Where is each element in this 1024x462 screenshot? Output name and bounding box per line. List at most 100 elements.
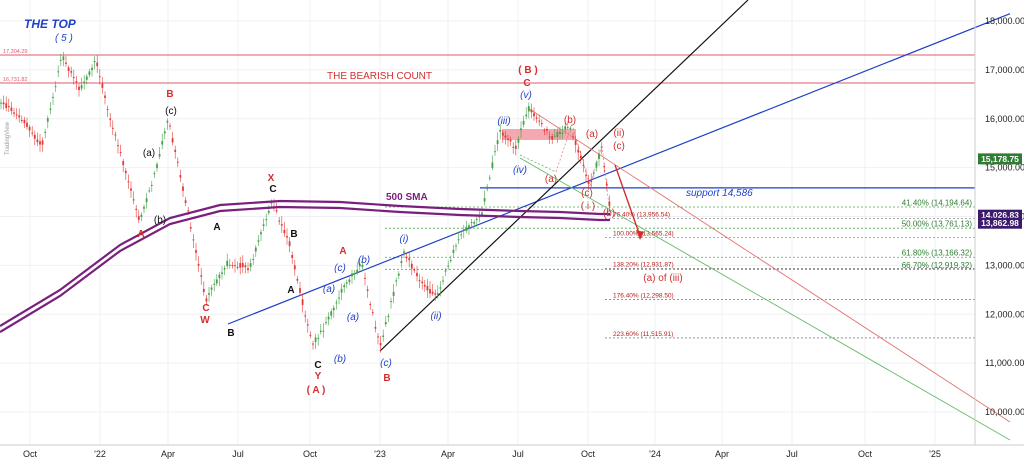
wave-label: B	[166, 89, 173, 100]
candle-body	[452, 249, 455, 253]
candle-body	[78, 86, 80, 91]
candle-body	[166, 120, 169, 123]
candle-body	[306, 324, 309, 326]
fib-red-label: 100.00% (13,565.24)	[613, 231, 674, 238]
candle-body	[343, 285, 346, 288]
price-badge-label: 15,178.75	[981, 154, 1019, 164]
candle-body	[540, 122, 543, 125]
wave-label: (b)	[358, 255, 370, 266]
candle-body	[426, 285, 429, 291]
candle-body	[366, 289, 369, 291]
price-badge	[978, 153, 1022, 165]
candle-body	[369, 303, 372, 305]
wave-label: A	[137, 229, 144, 240]
chart-title: THE TOP	[24, 17, 77, 31]
y-tick-label: 16,000.00	[985, 114, 1024, 124]
candle-body	[122, 161, 125, 166]
wave-label: C	[523, 78, 530, 89]
candle-body	[31, 132, 34, 134]
candle-body	[392, 291, 395, 297]
candle-body	[28, 126, 31, 131]
y-tick-label: 10,000.00	[985, 407, 1024, 417]
candle-body	[5, 103, 8, 109]
candle-body	[382, 335, 385, 338]
candle-body	[462, 229, 465, 231]
candle-body	[400, 261, 403, 264]
candle-body	[304, 315, 307, 317]
fib-red-label: 176.40% (12,298.50)	[613, 293, 674, 300]
wave-label: (c)	[165, 106, 177, 117]
candle-body	[410, 263, 413, 269]
x-tick-label: Oct	[858, 449, 873, 459]
candle-body	[213, 283, 216, 285]
candle-body	[239, 263, 242, 268]
candle-body	[556, 131, 559, 137]
candle-body	[561, 132, 564, 134]
candle-body	[117, 145, 119, 147]
candle-body	[488, 177, 491, 179]
candle-body	[158, 154, 161, 157]
candle-body	[517, 138, 520, 143]
candle-body	[98, 76, 101, 78]
candle-body	[234, 265, 236, 267]
candle-body	[566, 127, 569, 129]
candle-body	[491, 162, 494, 168]
wave-label: (iv)	[513, 165, 527, 176]
x-tick-label: '23	[374, 449, 386, 459]
candle-body	[548, 136, 551, 138]
candle-body	[52, 96, 54, 98]
candle-body	[449, 259, 452, 261]
wave-label: (c)	[334, 263, 346, 274]
candle-body	[54, 86, 57, 88]
wave-label: (iii)	[497, 116, 510, 127]
price-candles	[0, 51, 611, 353]
candle-body	[270, 202, 273, 204]
x-tick-label: Jul	[512, 449, 524, 459]
candle-body	[579, 155, 582, 159]
x-tick-label: Apr	[715, 449, 729, 459]
candle-body	[280, 224, 283, 226]
candle-body	[176, 161, 179, 163]
candle-body	[7, 106, 10, 108]
candle-body	[249, 263, 252, 267]
black-trendline	[379, 0, 749, 352]
candle-body	[603, 165, 606, 167]
candle-body	[36, 139, 39, 143]
wave-label: Y	[315, 371, 322, 382]
support-label: support 14,586	[686, 188, 753, 199]
x-tick-label: '25	[929, 449, 941, 459]
wave-label: ( B )	[518, 65, 537, 76]
candle-body	[140, 214, 143, 217]
wave-label: (a)	[143, 148, 155, 159]
candle-body	[111, 127, 114, 129]
candle-body	[338, 297, 340, 299]
candle-body	[150, 184, 153, 186]
candle-body	[44, 131, 47, 133]
y-tick-label: 18,000.00	[985, 16, 1024, 26]
candle-body	[345, 282, 348, 284]
candle-body	[436, 293, 439, 295]
fib-red-label: 223.60% (11,515.91)	[613, 331, 673, 338]
resistance-zone	[502, 129, 576, 140]
fib-green-label: 50.00% (13,761.13)	[902, 220, 973, 229]
wave-label: A	[287, 285, 294, 296]
wave-label: ( A )	[307, 385, 326, 396]
candle-body	[587, 181, 590, 185]
wave-label: (a)	[323, 284, 335, 295]
x-tick-label: Jul	[232, 449, 244, 459]
red-projection-arrow	[614, 164, 641, 237]
candle-body	[174, 149, 177, 152]
candle-body	[75, 81, 78, 83]
candle-body	[267, 210, 270, 213]
candle-body	[49, 108, 52, 110]
candle-body	[514, 145, 517, 149]
y-tick-label: 12,000.00	[985, 309, 1024, 319]
candle-body	[257, 240, 260, 242]
candle-body	[228, 264, 231, 266]
candle-body	[319, 330, 322, 333]
candle-body	[340, 288, 343, 293]
candle-body	[135, 208, 138, 210]
candle-body	[163, 131, 166, 134]
